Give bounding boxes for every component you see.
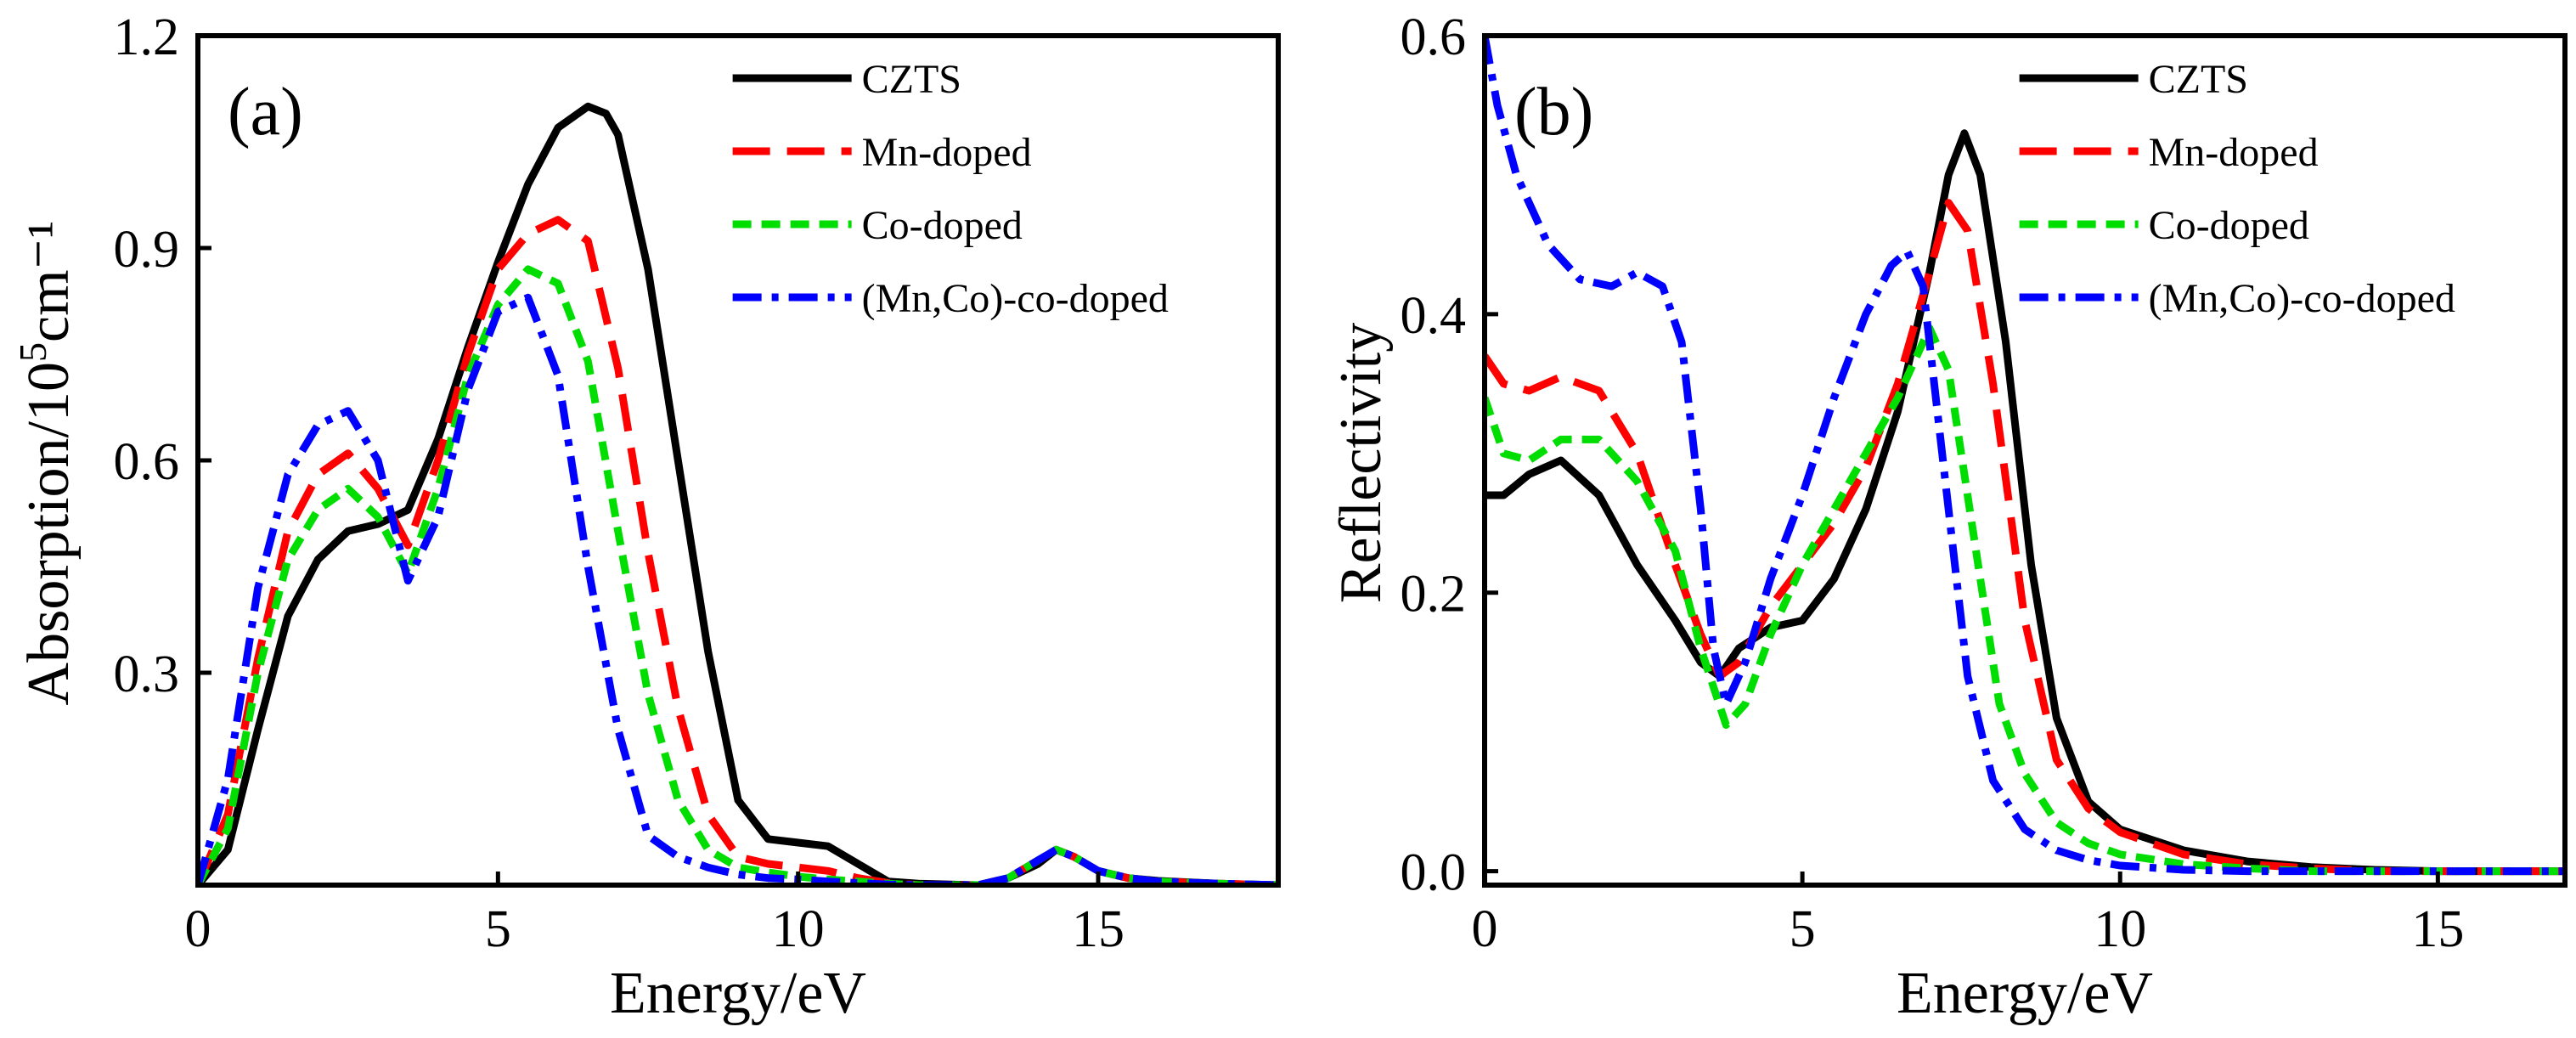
y-tick-label-a: 0.9 xyxy=(114,221,180,279)
y-tick-label-a: 0.3 xyxy=(114,646,180,703)
panel-b: 0 5 10 15 0.0 0.2 0.4 0.6 (b) Energy/eV Reflect… xyxy=(1328,8,2568,1026)
y-axis-title-b: Reflectivity xyxy=(1328,323,1394,603)
series-line-mn-co-co-doped-b xyxy=(1485,36,2565,876)
legend-label-co-doped-a: Co-doped xyxy=(862,203,1023,248)
legend-label-mn-doped-b: Mn-doped xyxy=(2149,130,2319,175)
y-tick-label-b: 0.2 xyxy=(1401,566,1467,623)
y-tick-label-a: 0.6 xyxy=(114,433,180,491)
y-tick-label-a: 1.2 xyxy=(114,8,180,66)
panel-label-a: (a) xyxy=(228,75,303,149)
x-tick-label-a: 10 xyxy=(772,900,825,958)
ticks-b: 0 5 10 15 0.0 0.2 0.4 0.6 xyxy=(1401,8,2465,958)
y-tick-label-b: 0.6 xyxy=(1401,8,1467,66)
legend-label-czts-b: CZTS xyxy=(2149,57,2248,102)
x-tick-label-a: 5 xyxy=(485,900,511,958)
y-tick-label-b: 0.0 xyxy=(1401,844,1467,902)
x-axis-title-b: Energy/eV xyxy=(1897,961,2153,1026)
series-line-co-doped-b xyxy=(1485,324,2565,876)
series-line-czts-b xyxy=(1485,129,2565,876)
series-line-mn-doped-b xyxy=(1485,199,2565,876)
y-axis-title-a-sup: 5 xyxy=(11,342,54,362)
plot-area-b xyxy=(1485,36,2565,876)
x-tick-label-b: 10 xyxy=(2094,900,2146,958)
x-tick-label-a: 15 xyxy=(1072,900,1125,958)
x-axis-title-a: Energy/eV xyxy=(610,961,866,1026)
x-tick-label-b: 15 xyxy=(2411,900,2464,958)
ticks-a: 0 5 10 15 0.3 0.6 0.9 1.2 xyxy=(114,8,1125,958)
legend-label-czts-a: CZTS xyxy=(862,57,961,102)
panel-a: 0 5 10 15 0.3 0.6 0.9 1.2 (a) Energy/eV Absorpt… xyxy=(11,8,1281,1026)
plot-area-a xyxy=(198,102,1278,885)
series-line-mn-co-co-doped-a xyxy=(198,293,1278,885)
plot-frame-a xyxy=(195,33,1281,888)
legend-a: CZTS Mn-doped Co-doped (Mn,Co)-co-doped xyxy=(732,57,1169,321)
legend-label-mn-co-co-doped-b: (Mn,Co)-co-doped xyxy=(2149,276,2455,321)
legend-label-mn-doped-a: Mn-doped xyxy=(862,130,1032,175)
legend-b: CZTS Mn-doped Co-doped (Mn,Co)-co-doped xyxy=(2019,57,2455,321)
y-axis-title-a: Absorption/105cm⁻¹ xyxy=(11,221,82,706)
panel-label-b: (b) xyxy=(1514,75,1593,149)
y-axis-title-a-main: Absorption/10 xyxy=(16,362,82,705)
x-tick-label-b: 5 xyxy=(1790,900,1816,958)
legend-label-mn-co-co-doped-a: (Mn,Co)-co-doped xyxy=(862,276,1169,321)
plot-frame-b xyxy=(1482,33,2568,888)
legend-label-co-doped-b: Co-doped xyxy=(2149,203,2309,248)
series-line-co-doped-a xyxy=(198,265,1278,885)
y-tick-label-b: 0.4 xyxy=(1401,287,1467,345)
x-tick-label-a: 0 xyxy=(185,900,211,958)
x-tick-label-b: 0 xyxy=(1472,900,1498,958)
y-axis-title-a-tail: cm⁻¹ xyxy=(16,221,82,342)
